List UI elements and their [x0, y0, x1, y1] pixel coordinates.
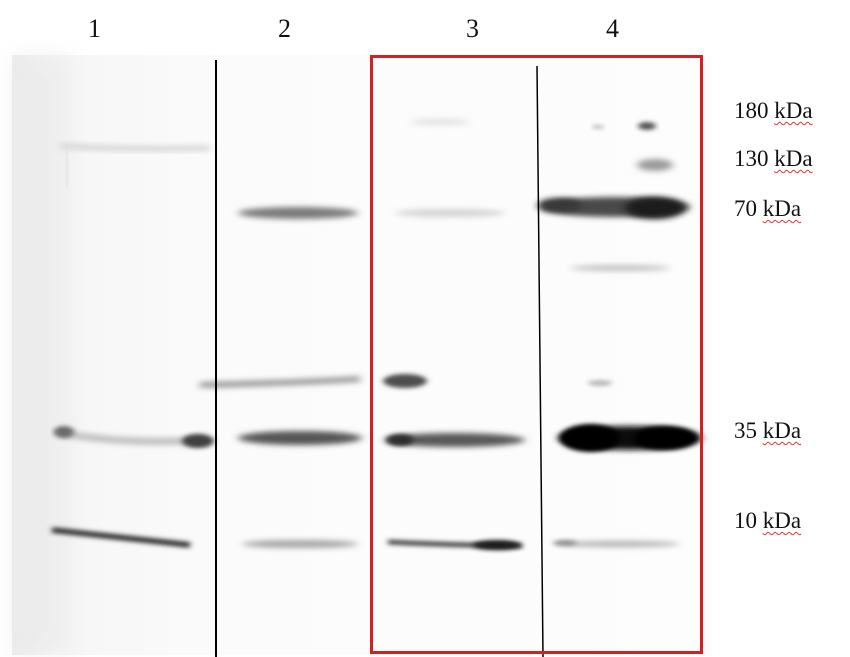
lane-4-bands — [538, 122, 702, 547]
lane-label-3: 3 — [466, 14, 479, 43]
marker-35-kda: 35 kDa — [734, 418, 801, 444]
marker-180-kda: 180 kDa — [734, 98, 813, 124]
lane-1-bands — [51, 143, 214, 548]
marker-70-kda: 70 kDa — [734, 196, 801, 222]
marker-value: 180 — [734, 98, 769, 123]
marker-130-kda: 130 kDa — [734, 146, 813, 172]
marker-value: 70 — [734, 196, 757, 221]
lane-label-4: 4 — [606, 14, 619, 43]
marker-unit: kDa — [774, 146, 813, 171]
marker-value: 35 — [734, 418, 757, 443]
marker-unit: kDa — [762, 508, 802, 533]
marker-10-kda: 10 kDa — [734, 508, 801, 534]
membrane-background — [12, 55, 712, 655]
marker-unit: kDa — [762, 418, 802, 443]
lane-divider-3-4 — [536, 65, 544, 657]
marker-value: 10 — [734, 508, 757, 533]
marker-unit: kDa — [762, 196, 802, 221]
membrane-edge-shadow — [12, 55, 72, 655]
lane-label-2: 2 — [278, 14, 291, 43]
highlight-box-lanes-3-4 — [370, 55, 703, 654]
marker-unit: kDa — [774, 98, 813, 123]
lane-2-bands — [199, 207, 362, 548]
lane-label-1: 1 — [88, 14, 101, 43]
marker-value: 130 — [734, 146, 769, 171]
lane-3-bands — [383, 119, 525, 550]
